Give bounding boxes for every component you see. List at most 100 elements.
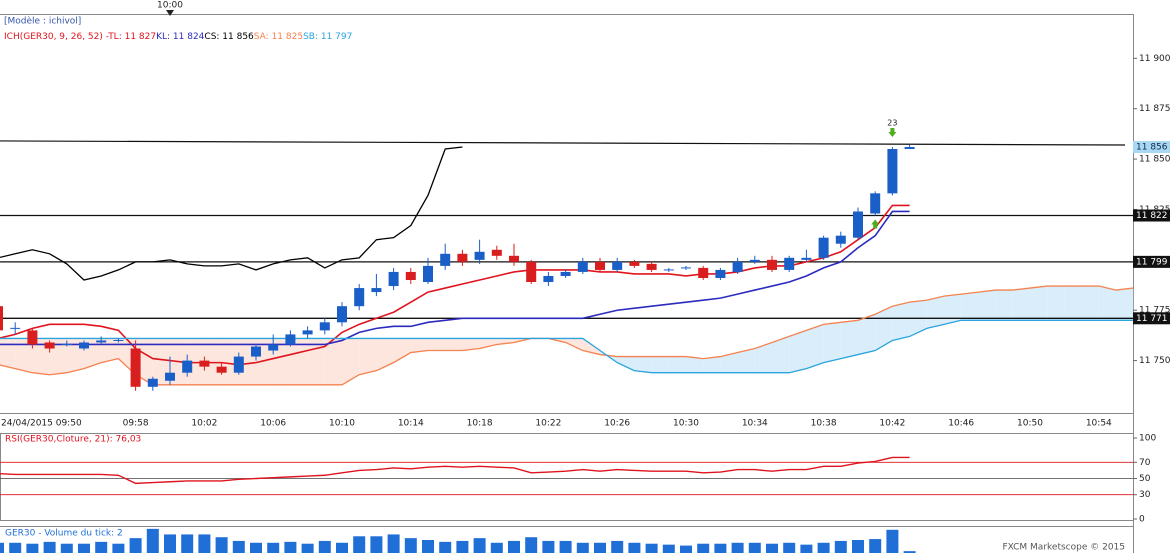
volume-bar (336, 542, 348, 553)
candle-body (646, 263, 657, 270)
candle-body (440, 253, 451, 266)
candle-body (732, 261, 743, 272)
candle-body (904, 147, 915, 150)
volume-bar (628, 542, 641, 553)
cloud (428, 338, 446, 351)
x-tick-label: 10:54 (1086, 419, 1112, 429)
y-tick-label: 11 750 (1139, 356, 1170, 366)
cloud (772, 336, 790, 373)
x-tick-label: 10:14 (398, 419, 424, 429)
volume-bar (852, 540, 864, 553)
y-tick-label: 11 850 (1139, 155, 1170, 165)
cloud (806, 324, 824, 369)
candle-body (302, 330, 313, 335)
candle-body (216, 366, 227, 373)
cloud (342, 338, 360, 385)
candle-body (698, 267, 709, 278)
x-tick-label: 10:42 (879, 419, 905, 429)
cloud (479, 338, 497, 349)
indicator-line (0, 204, 910, 366)
candle-body (354, 288, 365, 307)
indicator-line (0, 319, 1134, 374)
candle-body (268, 344, 279, 351)
cloud (565, 338, 583, 351)
cloud (204, 338, 222, 385)
candle-body (337, 306, 347, 323)
cloud (1047, 286, 1065, 321)
candle-body (405, 271, 416, 280)
cloud (926, 296, 944, 329)
volume-bar (370, 536, 383, 553)
volume-bar (542, 540, 555, 553)
time-marker-label: 10:00 (157, 1, 183, 11)
volume-bar (697, 543, 710, 553)
indicator-line (0, 146, 463, 281)
cloud (1064, 286, 1082, 321)
x-tick-label: 09:58 (123, 419, 149, 429)
candle-body (818, 237, 829, 258)
cloud (1081, 286, 1099, 321)
cloud (651, 356, 669, 373)
candle-body (681, 267, 691, 269)
annotation: 23 (887, 119, 897, 128)
level-badge (1133, 209, 1170, 222)
model-label: [Modèle : ichivol] (4, 16, 81, 27)
cloud (875, 306, 893, 351)
candle-body (543, 275, 554, 283)
rsi-line (0, 456, 910, 485)
volume-bar (112, 543, 125, 553)
cloud (324, 338, 342, 385)
cloud (961, 292, 979, 321)
candle-body (0, 306, 3, 331)
cloud (221, 338, 239, 385)
cloud (1012, 288, 1030, 321)
cloud (823, 322, 841, 363)
candle-body (371, 288, 382, 293)
volume-bar (164, 534, 176, 553)
y-tick-label: 50 (1139, 474, 1151, 484)
cloud (978, 290, 996, 321)
candle-body (629, 261, 640, 266)
volume-bar (353, 536, 366, 553)
volume-bar (232, 540, 245, 553)
volume-bar (903, 551, 916, 553)
x-tick-label: 10:06 (260, 419, 286, 429)
x-tick-label: 10:02 (191, 419, 217, 429)
candle-body (767, 259, 777, 270)
current-price-label: 11 856 (1136, 143, 1168, 153)
candle-body (457, 253, 468, 262)
cloud (307, 338, 325, 385)
volume-bar (611, 540, 624, 553)
cloud (634, 356, 652, 373)
volume-bar (318, 540, 331, 553)
volume-bar (508, 540, 520, 553)
level-badge (1133, 312, 1170, 325)
indicator-line (0, 285, 1134, 386)
y-tick-label: 11 900 (1139, 54, 1170, 64)
legend-entry: SB: 11 797 (303, 32, 352, 42)
volume-bar (129, 538, 142, 553)
volume-bar (267, 542, 280, 553)
indicator-line (0, 210, 910, 346)
cloud (617, 356, 635, 371)
cloud (187, 338, 205, 385)
cloud (720, 352, 738, 373)
legend-entry: CS: 11 856 (204, 32, 254, 42)
volume-bar (766, 543, 778, 553)
cloud (1116, 288, 1134, 321)
y-tick-label: 0 (1139, 515, 1145, 525)
candle-body (10, 327, 21, 329)
volume-bar (181, 534, 194, 553)
y-tick-label: 11 875 (1139, 104, 1170, 114)
cloud (858, 314, 876, 355)
volume-bar (387, 534, 400, 553)
candle-body (509, 255, 519, 262)
candle-body (887, 149, 898, 194)
legend-entry: TL: 11 827 (107, 32, 156, 42)
candle-body (319, 322, 330, 331)
cloud (789, 330, 807, 373)
x-tick-label: 10:18 (467, 419, 493, 429)
cloud (496, 338, 514, 345)
cloud (668, 356, 686, 373)
